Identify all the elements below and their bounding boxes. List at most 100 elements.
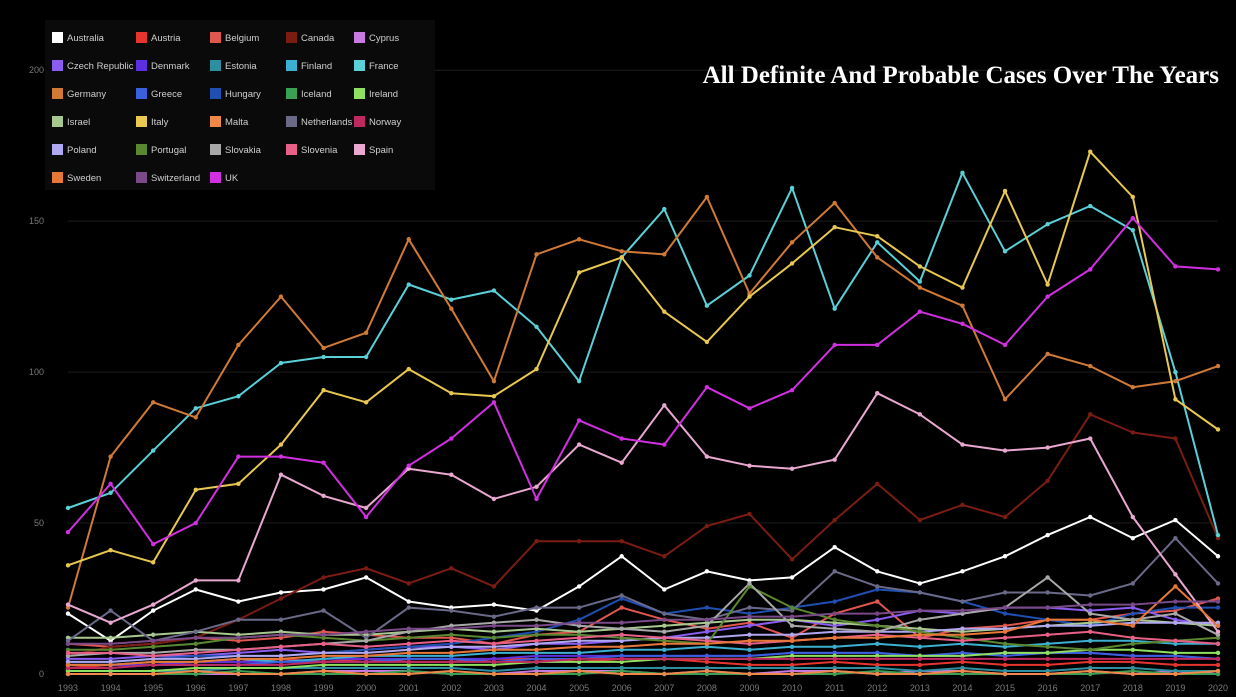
legend-label: Estonia (225, 61, 257, 72)
legend-label: Germany (67, 89, 106, 100)
data-point (1216, 267, 1220, 271)
data-point (1131, 657, 1135, 661)
data-point (832, 617, 836, 621)
data-point (875, 569, 879, 573)
data-point (960, 633, 964, 637)
data-point (108, 491, 112, 495)
data-point (1088, 669, 1092, 673)
data-point (407, 599, 411, 603)
data-point (449, 651, 453, 655)
data-point (1088, 267, 1092, 271)
data-point (449, 566, 453, 570)
data-point (236, 454, 240, 458)
data-point (236, 343, 240, 347)
y-tick-label: 50 (34, 518, 44, 528)
data-point (1131, 430, 1135, 434)
data-point (832, 669, 836, 673)
data-point (492, 660, 496, 664)
data-point (364, 654, 368, 658)
data-point (236, 599, 240, 603)
data-point (236, 648, 240, 652)
data-point (705, 454, 709, 458)
data-point (407, 660, 411, 664)
x-tick-label: 1998 (271, 683, 291, 693)
data-point (492, 623, 496, 627)
data-point (492, 497, 496, 501)
data-point (832, 611, 836, 615)
data-point (832, 201, 836, 205)
data-point (620, 633, 624, 637)
x-tick-label: 2013 (910, 683, 930, 693)
data-point (492, 288, 496, 292)
data-point (960, 303, 964, 307)
data-point (236, 617, 240, 621)
data-point (236, 672, 240, 676)
data-point (620, 657, 624, 661)
data-point (236, 657, 240, 661)
data-point (875, 642, 879, 646)
data-point (1131, 642, 1135, 646)
data-point (151, 654, 155, 658)
data-point (747, 623, 751, 627)
legend-swatch (52, 32, 63, 43)
data-point (449, 436, 453, 440)
data-point (279, 442, 283, 446)
legend-label: Greece (151, 89, 182, 100)
data-point (1131, 611, 1135, 615)
legend-label: Italy (151, 117, 169, 128)
data-point (1173, 663, 1177, 667)
x-tick-label: 2014 (952, 683, 972, 693)
data-point (364, 630, 368, 634)
data-point (1045, 657, 1049, 661)
data-point (1045, 590, 1049, 594)
x-tick-label: 2001 (399, 683, 419, 693)
chart-title: All Definite And Probable Cases Over The… (703, 62, 1220, 89)
data-point (1173, 264, 1177, 268)
data-point (534, 666, 538, 670)
legend-swatch (354, 32, 365, 43)
data-point (918, 617, 922, 621)
data-point (705, 195, 709, 199)
data-point (577, 657, 581, 661)
legend-swatch (286, 116, 297, 127)
legend-swatch (136, 60, 147, 71)
data-point (279, 617, 283, 621)
data-point (747, 463, 751, 467)
data-point (449, 297, 453, 301)
data-point (449, 660, 453, 664)
data-point (321, 654, 325, 658)
data-point (1003, 672, 1007, 676)
x-tick-label: 2009 (739, 683, 759, 693)
legend-label: Czech Republic (67, 61, 134, 72)
data-point (875, 636, 879, 640)
legend-label: Portugal (151, 145, 186, 156)
x-tick-label: 2017 (1080, 683, 1100, 693)
legend-swatch (286, 144, 297, 155)
data-point (620, 539, 624, 543)
data-point (534, 660, 538, 664)
data-point (1173, 599, 1177, 603)
data-point (1131, 623, 1135, 627)
legend-label: Malta (225, 117, 249, 128)
data-point (1045, 533, 1049, 537)
legend-label: Spain (369, 145, 393, 156)
data-point (279, 645, 283, 649)
data-point (279, 590, 283, 594)
data-point (449, 391, 453, 395)
data-point (364, 506, 368, 510)
data-point (790, 388, 794, 392)
data-point (1216, 554, 1220, 558)
data-point (1045, 294, 1049, 298)
legend-label: Iceland (301, 89, 332, 100)
data-point (1045, 645, 1049, 649)
data-point (66, 506, 70, 510)
data-point (321, 355, 325, 359)
data-point (790, 240, 794, 244)
data-point (620, 593, 624, 597)
data-point (918, 672, 922, 676)
data-point (1088, 593, 1092, 597)
data-point (194, 669, 198, 673)
data-point (1088, 611, 1092, 615)
data-point (534, 623, 538, 627)
data-point (1131, 385, 1135, 389)
